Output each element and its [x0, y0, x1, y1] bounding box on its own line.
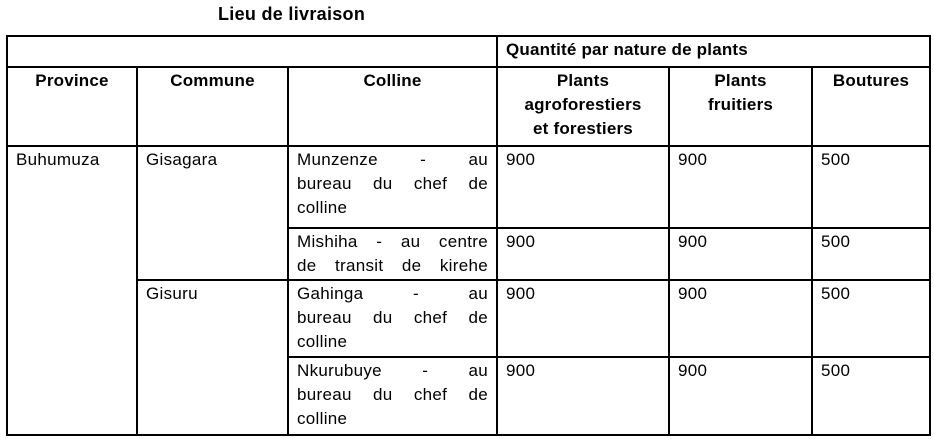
table-row: Nkurubuye - au bureau du chef de colline…	[7, 356, 932, 436]
cell-agroforestiers: 900	[496, 145, 670, 229]
col-header-colline: Colline	[287, 66, 498, 147]
cell-commune: Gisuru	[136, 279, 289, 436]
cell-fruitiers: 900	[668, 279, 813, 358]
cell-boutures: 500	[810, 279, 932, 358]
cell-fruitiers: 900	[668, 227, 813, 281]
col-header-boutures: Boutures	[810, 66, 932, 147]
table-row: Buhumuza Gisagara Munzenze - au bureau d…	[6, 145, 932, 436]
cell-fruitiers: 900	[668, 145, 813, 229]
cell-agroforestiers: 900	[496, 356, 670, 436]
table-row: Mishiha - au centre de transit de kirehe…	[7, 227, 932, 281]
col-header-plants-fruitiers: Plants fruitiers	[668, 66, 813, 147]
cell-boutures: 500	[810, 356, 932, 436]
cell-agroforestiers: 900	[496, 279, 670, 358]
cell-colline: Gahinga - au bureau du chef de colline	[287, 279, 498, 358]
table-row: Gisuru Gahinga - au bureau du chef de co…	[7, 279, 932, 436]
quantity-group-row: Quantité par nature de plants	[6, 35, 932, 68]
page-title: Lieu de livraison	[218, 4, 366, 24]
delivery-table: Quantité par nature de plants Province C…	[6, 35, 932, 436]
cell-colline: Nkurubuye - au bureau du chef de colline	[287, 356, 498, 436]
col-header-province: Province	[6, 66, 138, 147]
cell-fruitiers: 900	[668, 356, 813, 436]
spacer-cell	[6, 35, 498, 68]
cell-commune: Gisagara	[136, 145, 289, 281]
cell-boutures: 500	[810, 227, 932, 281]
cell-colline: Munzenze - au bureau du chef de colline	[287, 145, 498, 229]
cell-agroforestiers: 900	[496, 227, 670, 281]
col-header-plants-agroforestiers: Plants agroforestiers et forestiers	[496, 66, 670, 147]
cell-boutures: 500	[810, 145, 932, 229]
quantity-group-header: Quantité par nature de plants	[495, 35, 932, 68]
cell-colline: Mishiha - au centre de transit de kirehe	[287, 227, 498, 281]
cell-province: Buhumuza	[6, 145, 138, 436]
col-header-commune: Commune	[136, 66, 289, 147]
column-header-row: Province Commune Colline Plants agrofore…	[6, 66, 932, 147]
